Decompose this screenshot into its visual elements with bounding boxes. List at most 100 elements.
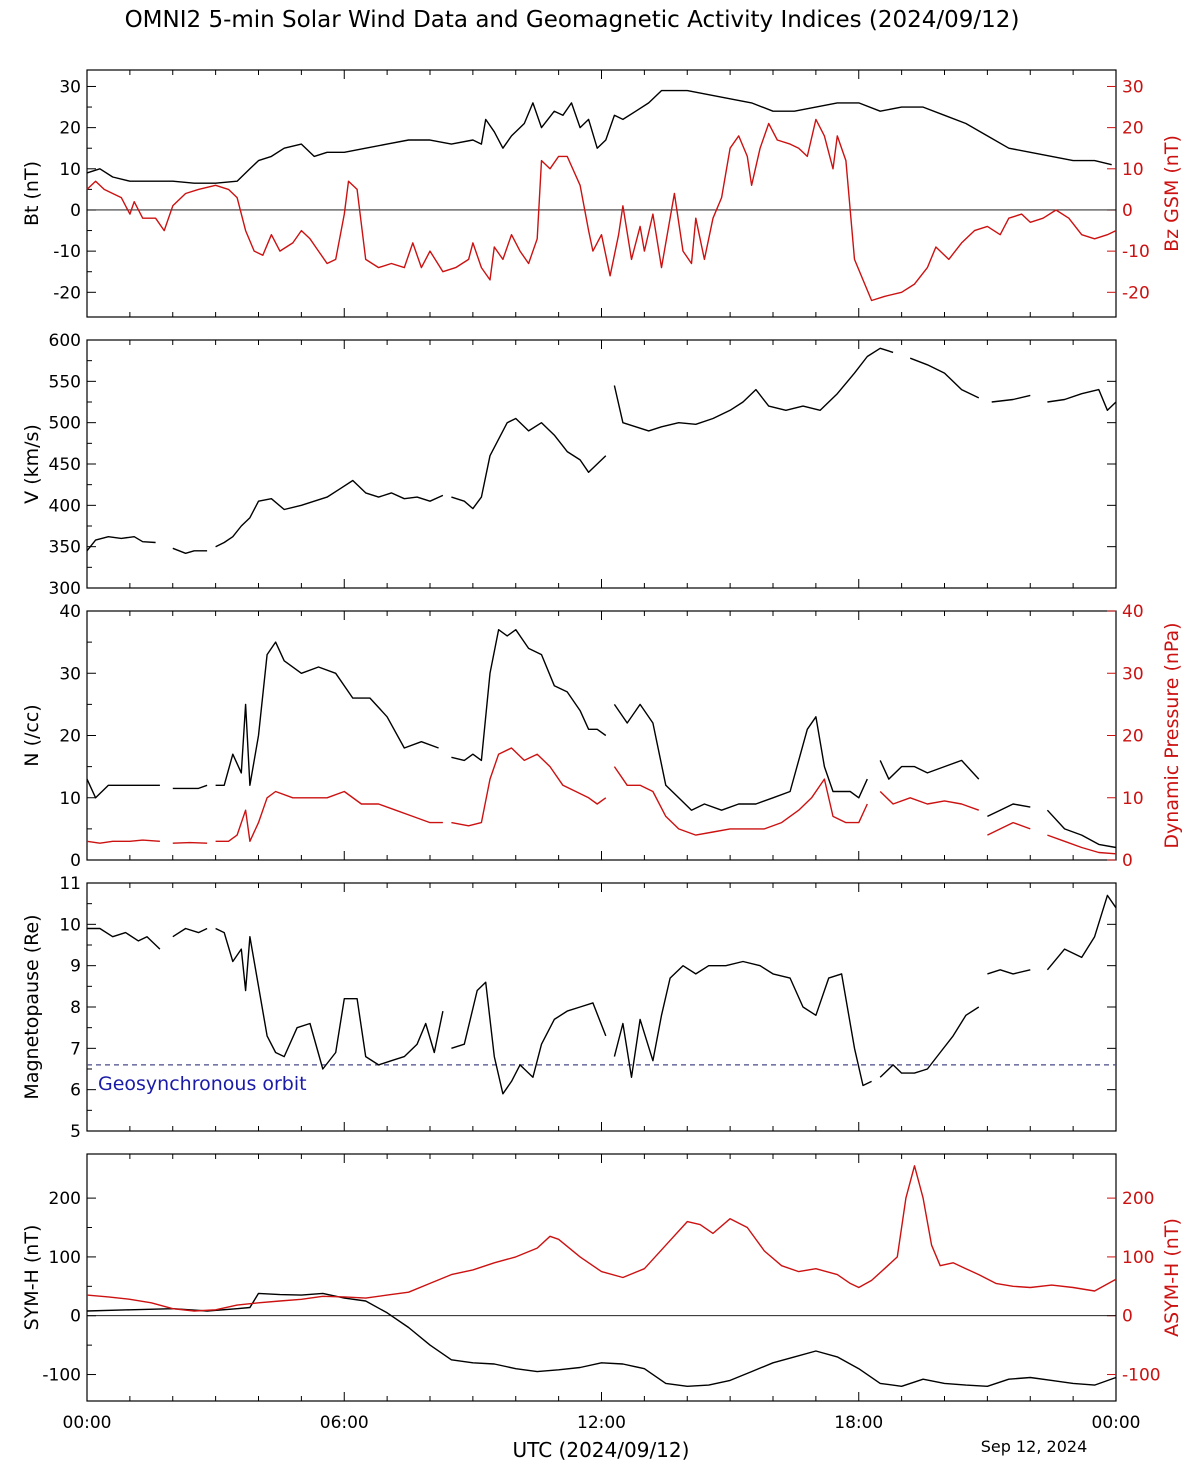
x-tick-label: 00:00 xyxy=(1092,1413,1141,1433)
y-tick-label: 10 xyxy=(59,915,81,935)
series-line-n xyxy=(86,778,160,799)
y2-tick-label: 0 xyxy=(1122,201,1133,221)
series-line-magnetopause xyxy=(879,1006,980,1078)
y-tick-label: 0 xyxy=(70,851,81,871)
series-line-v xyxy=(172,547,208,554)
y2-tick-label: 10 xyxy=(1122,160,1144,180)
x-tick-label: 00:00 xyxy=(63,1413,112,1433)
y2-tick-label: 20 xyxy=(1122,119,1144,139)
panel-2: 300 350 400 450 500 550 600 V (km/s) xyxy=(21,331,1117,599)
series-line-v xyxy=(215,479,444,548)
series-line-n xyxy=(1046,809,1117,849)
series-line-v xyxy=(1047,388,1117,411)
x-tick-label: 12:00 xyxy=(577,1413,626,1433)
plot-frame xyxy=(86,339,1117,589)
panel-4: 5 6 7 8 9 10 11 Magnetopause (Re) Geosynchronous… xyxy=(21,874,1117,1142)
series-line-magnetopause xyxy=(451,981,607,1095)
series-line-dynamic-pressure xyxy=(879,790,980,811)
y-axis-label: N (/cc) xyxy=(21,704,43,766)
y2-tick-label: -10 xyxy=(1122,242,1150,262)
y-tick-label: -100 xyxy=(42,1366,81,1386)
series-line-v xyxy=(991,394,1031,403)
y2-tick-label: 20 xyxy=(1122,727,1144,747)
chart-title: OMNI2 5-min Solar Wind Data and Geomagne… xyxy=(125,7,1020,33)
series-line-asym-h xyxy=(86,1165,1117,1312)
series-line-n xyxy=(879,759,980,780)
series-line-n xyxy=(987,803,1031,818)
y-tick-label: -10 xyxy=(53,242,81,262)
series-line-n xyxy=(613,703,868,811)
y-tick-label: 30 xyxy=(59,77,81,97)
series-line-magnetopause xyxy=(87,927,161,950)
series-line-magnetopause xyxy=(613,960,872,1087)
y-tick-label: 8 xyxy=(70,998,81,1018)
series-line-magnetopause xyxy=(172,927,208,938)
series-line-sym-h xyxy=(86,1292,1117,1387)
series-line-dynamic-pressure xyxy=(215,790,443,842)
plot-frame xyxy=(86,69,1117,318)
y2-axis-label: Bz GSM (nT) xyxy=(1161,135,1183,252)
panel-1: -20 -10 0 10 20 30 -20 -10 0 10 20 30 Bt (nT) Bz GSM … xyxy=(21,69,1183,318)
y-axis-label: Bt (nT) xyxy=(21,161,43,226)
y2-tick-label: 0 xyxy=(1122,1307,1133,1327)
y-tick-label: 9 xyxy=(70,957,81,977)
y-tick-label: 10 xyxy=(59,160,81,180)
plot-frame xyxy=(86,1153,1117,1402)
y-tick-label: 6 xyxy=(70,1081,81,1101)
series-line-dynamic-pressure xyxy=(451,747,607,827)
y-axis-label: V (km/s) xyxy=(21,424,43,504)
y-tick-label: 450 xyxy=(49,455,81,475)
series-line-v xyxy=(613,347,894,432)
y-tick-label: 30 xyxy=(59,664,81,684)
series-line-n xyxy=(451,629,607,762)
y-tick-label: 20 xyxy=(59,119,81,139)
y2-tick-label: 40 xyxy=(1122,602,1144,622)
y-tick-label: 5 xyxy=(70,1122,81,1142)
y2-tick-label: 30 xyxy=(1122,664,1144,684)
y-tick-label: 10 xyxy=(59,789,81,809)
y2-tick-label: 30 xyxy=(1122,77,1144,97)
series-line-dynamic-pressure xyxy=(172,841,208,844)
series-line-dynamic-pressure xyxy=(613,766,868,836)
y-tick-label: 500 xyxy=(49,414,81,434)
y2-axis-label: Dynamic Pressure (nPa) xyxy=(1161,622,1183,848)
x-axis-label: UTC (2024/09/12) xyxy=(513,1438,690,1462)
series-line-magnetopause xyxy=(215,927,444,1070)
y-tick-label: 400 xyxy=(49,496,81,516)
series-line-magnetopause xyxy=(1046,894,1117,971)
y-tick-label: 300 xyxy=(49,579,81,599)
y2-tick-label: 100 xyxy=(1122,1248,1154,1268)
series-line-bz-gsm xyxy=(86,118,1117,302)
y-tick-label: 550 xyxy=(49,372,81,392)
y-axis-label: Magnetopause (Re) xyxy=(21,914,43,1099)
y-tick-label: 0 xyxy=(70,201,81,221)
series-line-dynamic-pressure xyxy=(987,821,1031,836)
y2-tick-label: 200 xyxy=(1122,1189,1154,1209)
panel-3: 0 10 20 30 40 0 10 20 30 40 N (/cc) Dynamic Pressur… xyxy=(21,602,1183,871)
y2-tick-label: 0 xyxy=(1122,851,1133,871)
y-axis-label: SYM-H (nT) xyxy=(21,1225,43,1331)
series-line-v xyxy=(909,357,980,399)
y-tick-label: 40 xyxy=(59,602,81,622)
series-line-dynamic-pressure xyxy=(86,839,160,844)
series-line-v xyxy=(451,417,607,510)
y-tick-label: 20 xyxy=(59,727,81,747)
series-line-v xyxy=(86,536,156,552)
x-tick-label: 06:00 xyxy=(320,1413,369,1433)
y-tick-label: -20 xyxy=(53,283,81,303)
y-tick-label: 11 xyxy=(59,874,81,894)
series-line-n xyxy=(215,641,439,786)
y2-tick-label: 10 xyxy=(1122,789,1144,809)
series-line-dynamic-pressure xyxy=(1047,834,1117,855)
date-stamp: Sep 12, 2024 xyxy=(981,1437,1088,1456)
y-tick-label: 100 xyxy=(49,1248,81,1268)
y-tick-label: 200 xyxy=(49,1189,81,1209)
x-axis-tick-labels: 00:00 06:00 12:00 18:00 00:00 xyxy=(63,1413,1141,1433)
y-tick-label: 600 xyxy=(49,331,81,351)
series-line-magnetopause xyxy=(987,969,1031,975)
y-tick-label: 7 xyxy=(70,1039,81,1059)
series-line-bt xyxy=(86,89,1112,184)
